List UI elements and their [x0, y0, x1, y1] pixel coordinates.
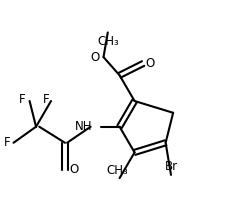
- Text: O: O: [145, 57, 155, 70]
- Text: F: F: [43, 94, 50, 106]
- Text: CH₃: CH₃: [97, 35, 119, 48]
- Text: CH₃: CH₃: [107, 164, 128, 177]
- Text: NH: NH: [75, 120, 93, 133]
- Text: F: F: [4, 136, 10, 149]
- Text: F: F: [19, 94, 25, 106]
- Text: Br: Br: [164, 160, 178, 173]
- Text: O: O: [69, 163, 78, 176]
- Text: O: O: [90, 51, 99, 64]
